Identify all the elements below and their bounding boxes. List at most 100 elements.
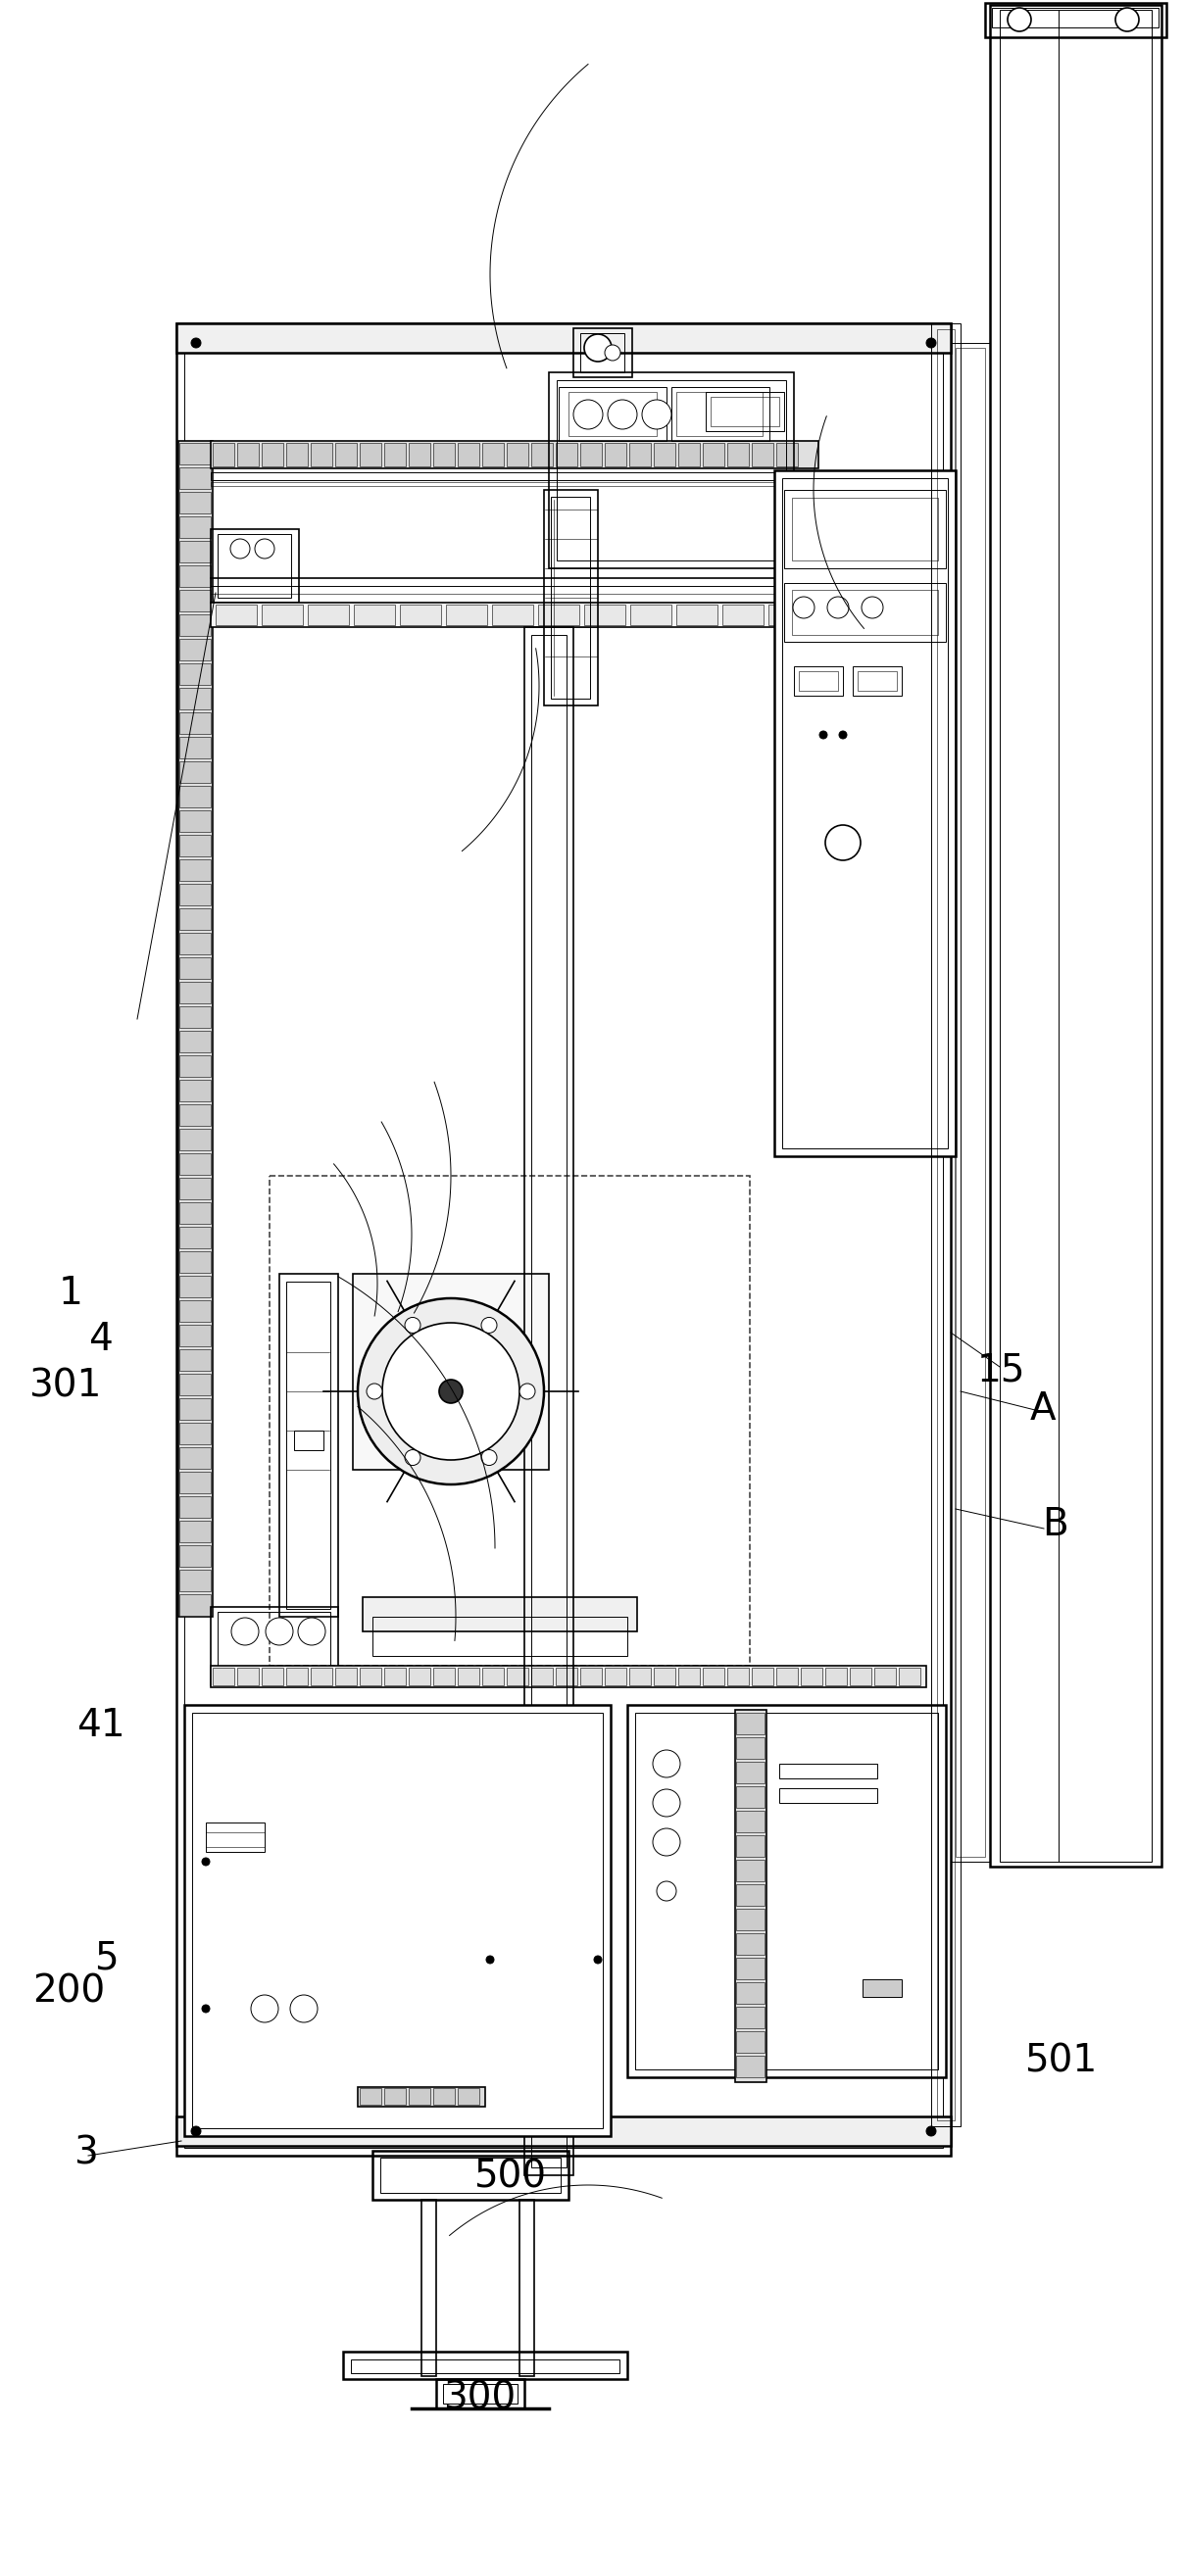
Bar — [384, 443, 405, 466]
Circle shape — [405, 1316, 421, 1332]
Circle shape — [927, 337, 936, 348]
Circle shape — [201, 1857, 210, 1865]
Bar — [776, 443, 798, 466]
Bar — [179, 1154, 211, 1175]
Bar — [736, 1713, 764, 1734]
Circle shape — [201, 2004, 210, 2012]
Bar — [335, 1667, 357, 1685]
Circle shape — [405, 1450, 421, 1466]
Text: 4: 4 — [89, 1321, 113, 1358]
Bar — [898, 1667, 921, 1685]
Bar — [422, 2200, 436, 2375]
Bar — [799, 672, 838, 690]
Bar — [179, 1520, 211, 1543]
Bar — [780, 1765, 877, 1777]
Bar — [179, 564, 211, 587]
Bar — [875, 1667, 896, 1685]
Bar — [736, 1834, 764, 1857]
Circle shape — [486, 1955, 494, 1963]
Bar — [629, 443, 651, 466]
Bar — [179, 1569, 211, 1592]
Circle shape — [927, 2125, 936, 2136]
Text: 15: 15 — [978, 1352, 1025, 1388]
Bar — [784, 582, 946, 641]
Bar — [792, 590, 939, 634]
Bar — [814, 605, 856, 626]
Bar — [179, 1128, 211, 1151]
Bar — [635, 1713, 939, 2069]
Bar — [736, 1762, 764, 1783]
Circle shape — [653, 1829, 680, 1855]
Bar — [735, 1710, 767, 2081]
Bar — [736, 1958, 764, 1978]
Text: 5: 5 — [95, 1940, 119, 1976]
Circle shape — [608, 399, 638, 430]
Bar — [179, 613, 211, 636]
Bar — [179, 933, 211, 953]
Bar — [551, 497, 590, 698]
Bar — [728, 1667, 749, 1685]
Bar — [581, 332, 624, 374]
Circle shape — [604, 345, 621, 361]
Bar — [179, 541, 211, 562]
Bar — [179, 1373, 211, 1396]
Bar — [507, 1667, 529, 1685]
Bar — [736, 1811, 764, 1832]
Bar — [654, 443, 675, 466]
Bar — [179, 860, 211, 881]
Bar — [179, 466, 211, 489]
Bar — [519, 2200, 534, 2375]
Text: 1: 1 — [59, 1275, 83, 1311]
Bar — [446, 605, 487, 626]
Bar — [531, 1667, 553, 1685]
Bar — [211, 603, 927, 626]
Bar — [549, 374, 794, 569]
Bar — [992, 8, 1159, 28]
Bar — [558, 386, 666, 440]
Bar — [677, 605, 717, 626]
Circle shape — [594, 1955, 602, 1963]
Circle shape — [839, 732, 847, 739]
Circle shape — [255, 538, 275, 559]
Bar — [206, 1821, 264, 1852]
Bar — [736, 2007, 764, 2027]
Bar — [280, 1273, 338, 1618]
Bar — [212, 443, 235, 466]
Bar — [937, 330, 955, 2120]
Bar — [985, 3, 1166, 36]
Bar — [237, 443, 258, 466]
Bar — [751, 443, 774, 466]
Text: B: B — [1042, 1507, 1068, 1543]
Circle shape — [481, 1316, 497, 1332]
Bar — [434, 443, 455, 466]
Circle shape — [383, 1324, 519, 1461]
Bar — [179, 1422, 211, 1445]
Bar — [310, 443, 332, 466]
Bar — [850, 1667, 871, 1685]
Bar — [736, 1932, 764, 1955]
Text: 300: 300 — [443, 2380, 517, 2416]
Circle shape — [584, 335, 611, 361]
Bar — [237, 1667, 258, 1685]
Bar — [604, 1667, 627, 1685]
Bar — [211, 482, 819, 487]
Bar — [774, 471, 955, 1157]
Bar — [654, 1667, 675, 1685]
Bar — [792, 497, 939, 562]
Bar — [211, 528, 299, 603]
Bar — [736, 2056, 764, 2076]
Bar — [294, 1430, 324, 1450]
Bar — [179, 1350, 211, 1370]
Bar — [434, 2089, 455, 2105]
Bar — [351, 2360, 620, 2372]
Bar — [409, 2089, 430, 2105]
Circle shape — [827, 598, 848, 618]
Bar — [179, 492, 211, 513]
Bar — [581, 1667, 602, 1685]
Bar — [179, 1226, 211, 1249]
Bar — [706, 392, 784, 430]
Bar — [782, 479, 948, 1149]
Text: 500: 500 — [473, 2159, 546, 2195]
Text: 3: 3 — [73, 2136, 97, 2172]
Bar — [179, 762, 211, 783]
